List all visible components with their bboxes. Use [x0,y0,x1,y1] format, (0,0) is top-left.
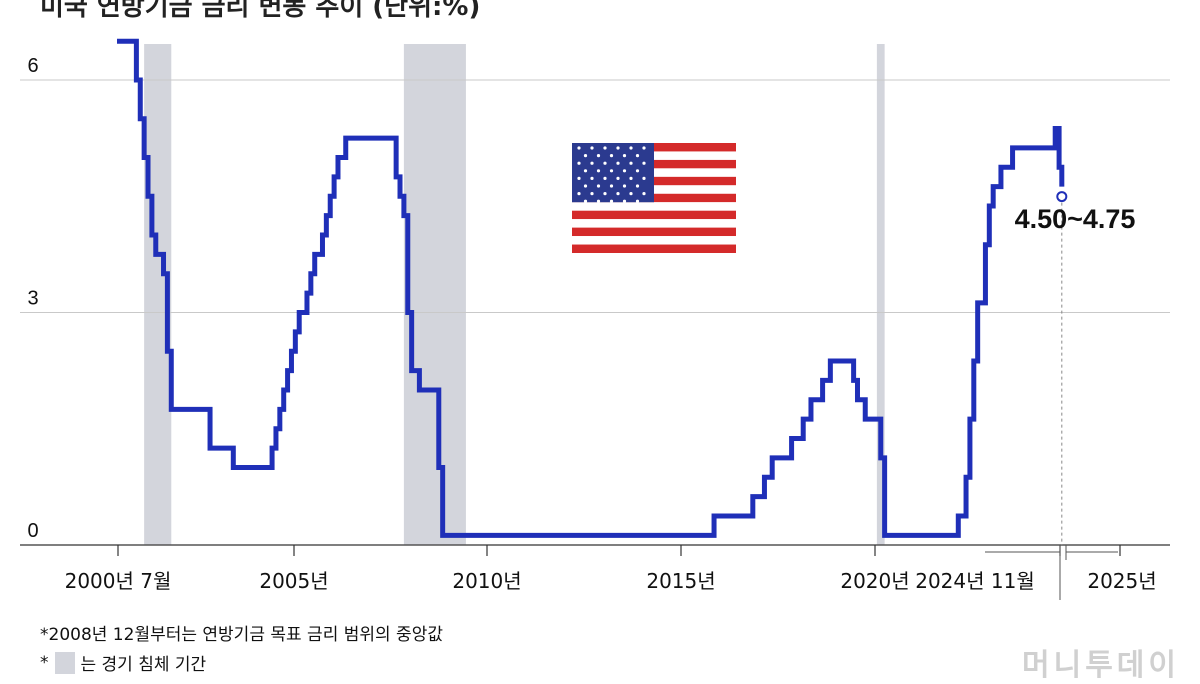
recession-band-2 [876,44,885,545]
footnote-recession-text: 는 경기 침체 기간 [80,655,207,675]
x-tick-label-6: 2025년 [1087,569,1156,593]
footnote-star: * [40,652,49,673]
x-tick-label-2: 2010년 [452,569,521,593]
annotation-layer: 4.50~4.75 [1015,202,1136,545]
rate-series [117,38,1068,538]
x-tick-label-3: 2015년 [646,569,715,593]
us-flag-icon [572,143,736,253]
footnote-median: *2008년 12월부터는 연방기금 목표 금리 범위의 중앙값 [40,625,443,645]
recession-band-1 [403,44,466,545]
rate-step-line [117,38,1065,538]
latest-point-marker [1056,191,1068,203]
recession-bands [144,44,885,545]
y-tick-label-1: 3 [27,288,38,310]
x-tick-label-0: 2000년 7월 [65,569,172,593]
y-tick-label-2: 6 [27,55,38,77]
y-tick-label-0: 0 [27,520,38,542]
y-axis-ticks: 0 3 6 [27,55,38,542]
footnote-recession: * 는 경기 침체 기간 [40,650,206,675]
chart-title-partial: 미국 연방기금 금리 변동 추이 (단위:%) [40,0,481,22]
x-tick-label-4: 2020년 [840,569,909,593]
x-tick-label-5: 2024년 11월 [915,569,1035,593]
x-axis-ticks: 2000년 7월 2005년 2010년 2015년 2020년 2024년 11월 202… [65,545,1157,600]
latest-rate-label: 4.50~4.75 [1015,204,1136,234]
recession-swatch-icon [54,651,75,674]
watermark-logo: 머니투데이 [1022,648,1180,683]
x-tick-label-1: 2005년 [259,569,328,593]
